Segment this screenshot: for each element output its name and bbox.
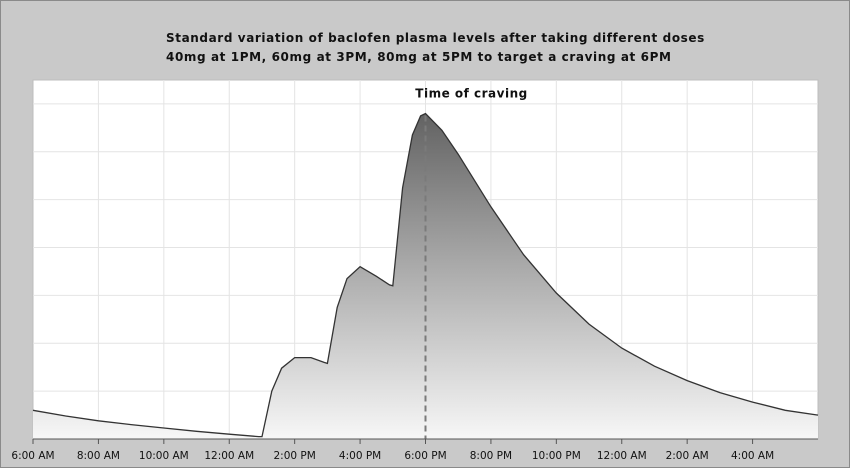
plasma-level-line (32, 112, 819, 438)
chart-title-line-1: Standard variation of baclofen plasma le… (166, 31, 705, 45)
x-tick-label: 10:00 AM (139, 450, 189, 462)
x-tick-label: 8:00 AM (77, 450, 120, 462)
x-tick-label: 2:00 AM (666, 450, 709, 462)
x-tick-label: 4:00 PM (339, 450, 381, 462)
x-tick-label: 8:00 PM (470, 450, 512, 462)
x-tick-label: 10:00 PM (532, 450, 581, 462)
x-tick-label: 6:00 AM (11, 450, 54, 462)
craving-annotation-label: Time of craving (415, 87, 527, 101)
x-tick-label: 2:00 PM (274, 450, 316, 462)
x-tick-label: 6:00 PM (404, 450, 446, 462)
x-axis: 6:00 AM 8:00 AM 10:00 AM 12:00 AM 2:00 PM 4:0… (11, 438, 818, 462)
x-tick-label: 12:00 AM (597, 450, 647, 462)
chart-title-line-2: 40mg at 1PM, 60mg at 3PM, 80mg at 5PM to… (166, 50, 672, 64)
x-tick-label: 4:00 AM (731, 450, 774, 462)
annotation-layer: Time of craving (415, 87, 527, 439)
x-tick-label: 12:00 AM (204, 450, 254, 462)
